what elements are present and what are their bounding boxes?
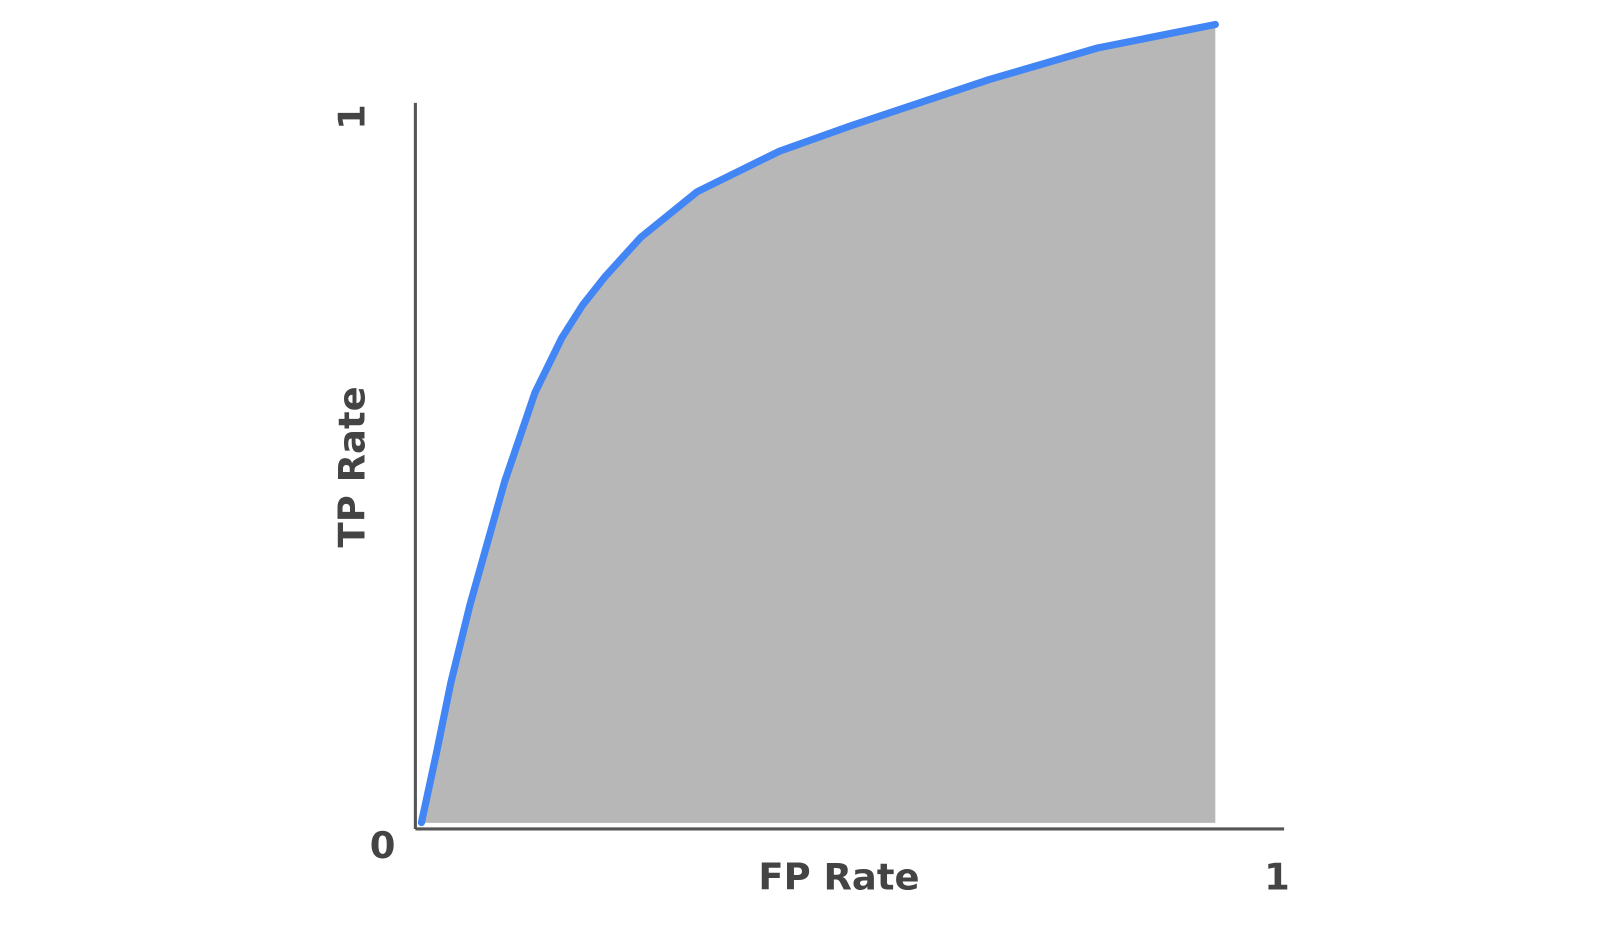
- x-tick-label: 0: [370, 824, 396, 867]
- area-fill: [421, 24, 1216, 823]
- x-tick-label: 1: [1264, 856, 1290, 899]
- roc-curve: [417, 20, 1219, 827]
- x-axis-label: FP Rate: [758, 856, 919, 899]
- y-tick-label: 1: [330, 104, 373, 130]
- y-axis-label: TP Rate: [330, 386, 373, 547]
